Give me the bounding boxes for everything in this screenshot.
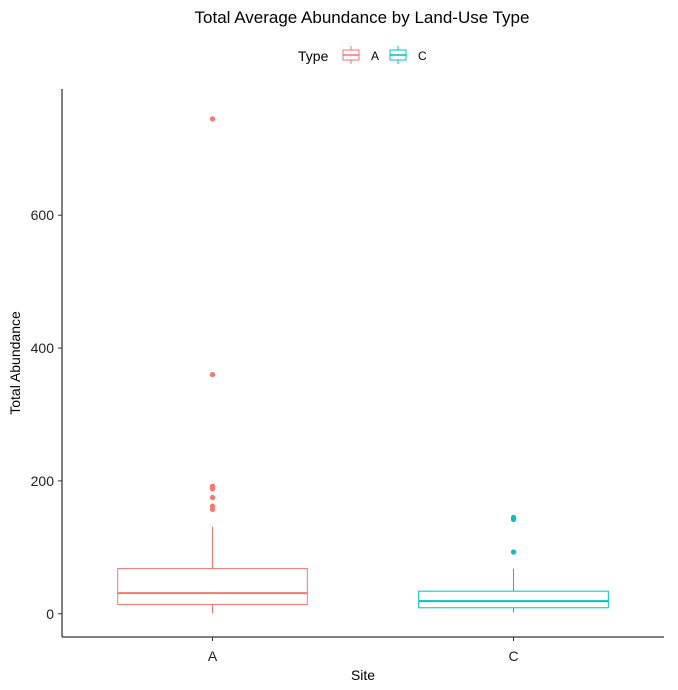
legend-label: A [371, 49, 379, 63]
iqr-box [117, 568, 308, 605]
outlier-point [209, 506, 216, 513]
legend-title: Type [298, 48, 329, 64]
y-tick-label: 400 [31, 340, 55, 356]
legend-key-C: C [389, 46, 427, 64]
outlier-point [209, 486, 216, 492]
legend-label: C [418, 49, 427, 63]
outlier-point [510, 516, 517, 523]
outlier-point [209, 494, 216, 501]
y-tick-label: 600 [31, 207, 55, 223]
legend-key-A: A [342, 46, 379, 64]
iqr-box [418, 590, 609, 609]
x-tick-label: C [508, 648, 518, 664]
box-C [418, 514, 609, 613]
chart-title: Total Average Abundance by Land-Use Type [195, 8, 530, 27]
outlier-point [209, 116, 216, 122]
y-axis-ticks: 0 200 400 600 [31, 207, 62, 622]
box-A [117, 116, 308, 614]
x-tick-label: A [208, 648, 218, 664]
outlier-point [209, 372, 216, 378]
y-tick-label: 200 [31, 473, 55, 489]
y-axis-label: Total Abundance [7, 311, 23, 415]
y-tick-label: 0 [46, 606, 54, 622]
x-axis-label: Site [351, 667, 375, 683]
outlier-point [510, 549, 517, 555]
plot-area [117, 116, 609, 614]
